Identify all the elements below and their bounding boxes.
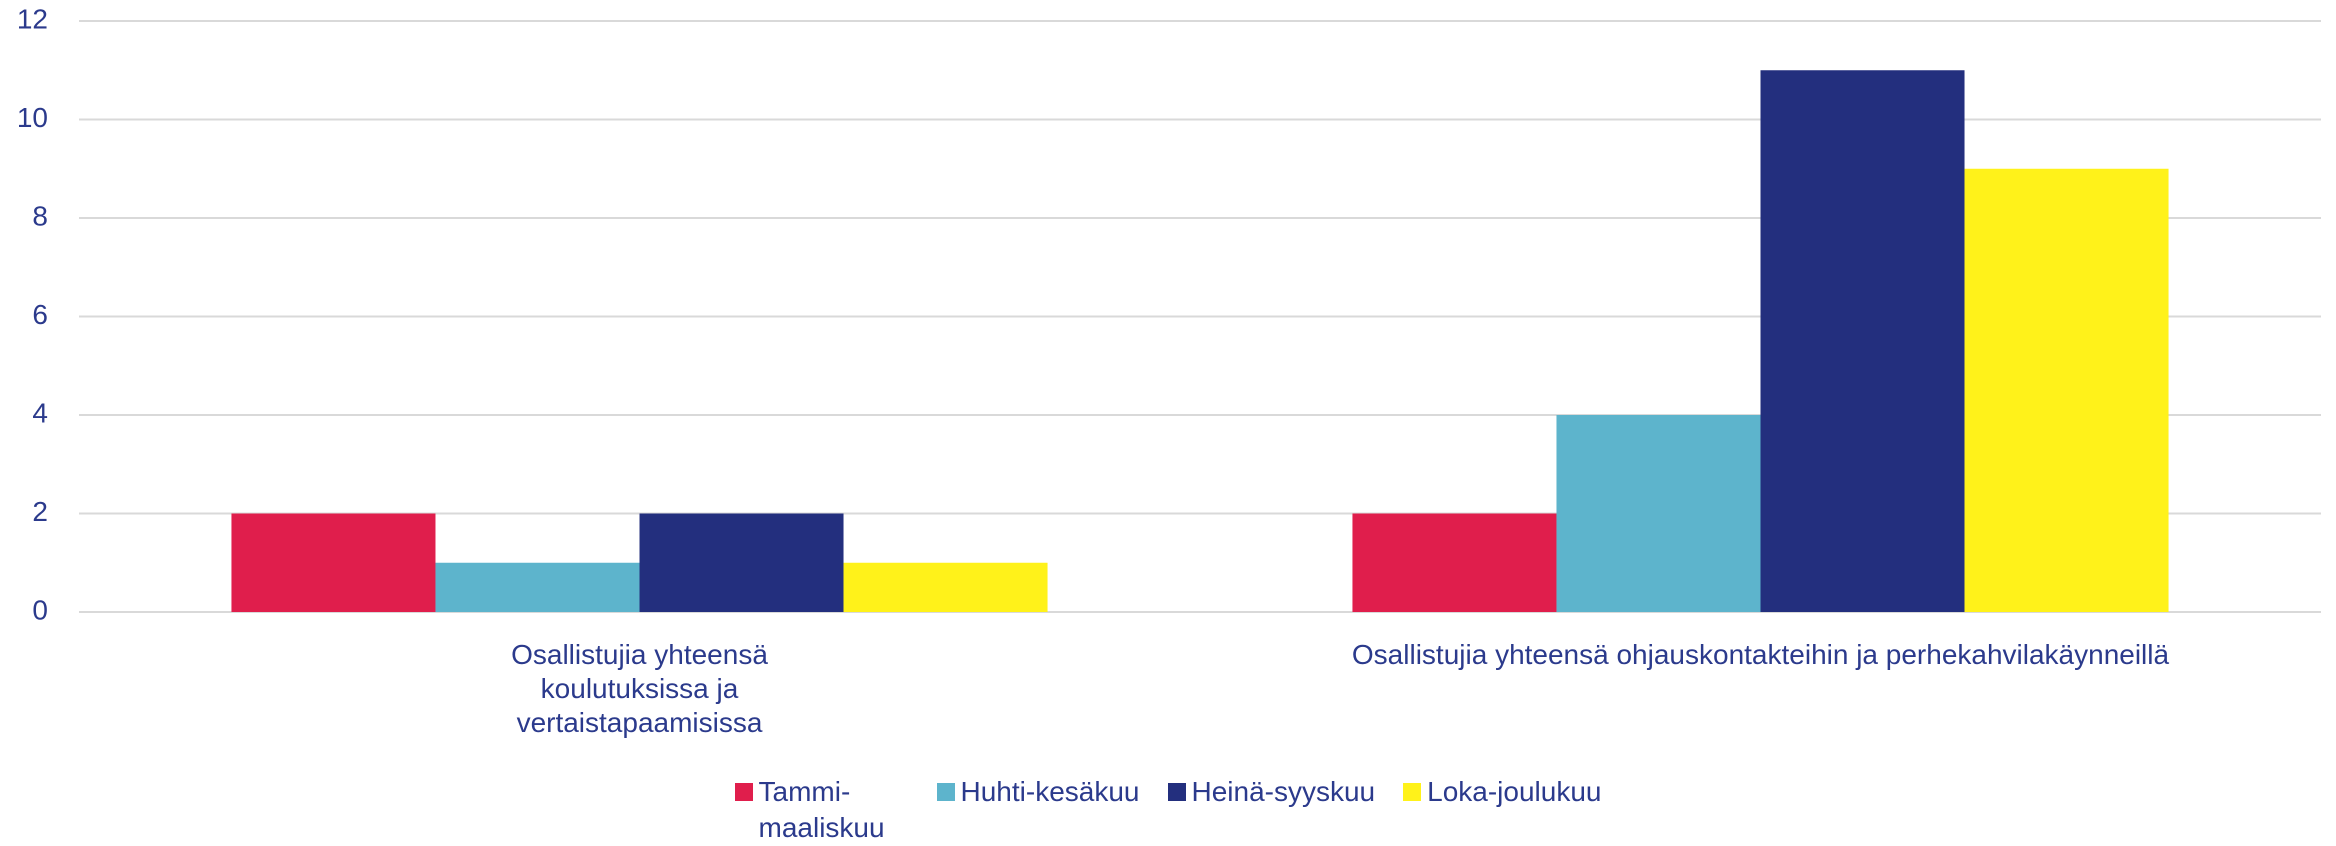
legend-swatch — [734, 783, 753, 801]
bar — [435, 562, 640, 612]
legend: Tammi-maaliskuu Huhti-kesäkuu Heinä-syysku… — [0, 774, 2336, 846]
y-tick-label: 2 — [32, 496, 48, 527]
bar — [1352, 513, 1557, 612]
bar — [1760, 70, 1965, 612]
bar — [231, 513, 436, 612]
legend-label: Heinä-syyskuu — [1191, 776, 1376, 807]
x-tick-label: Osallistujia yhteensä ohjauskontakteihin… — [1351, 639, 2170, 670]
legend-label: Tammi-maaliskuu — [758, 776, 885, 843]
legend-swatch — [1403, 783, 1422, 801]
x-tick-label: Osallistujia yhteensä koulutuksissa ja v… — [511, 639, 768, 738]
y-tick-label: 0 — [32, 594, 48, 625]
legend-swatch — [936, 783, 955, 801]
y-tick-label: 8 — [32, 200, 48, 231]
legend-item: Huhti-kesäkuu — [936, 774, 1140, 846]
bar — [1556, 415, 1761, 612]
legend-swatch — [1167, 783, 1186, 801]
y-tick-label: 10 — [17, 102, 48, 133]
bar — [639, 513, 844, 612]
legend-label: Loka-joulukuu — [1427, 776, 1602, 807]
y-tick-label: 12 — [17, 3, 48, 34]
bar — [1964, 168, 2169, 612]
legend-label: Huhti-kesäkuu — [960, 776, 1140, 807]
legend-item: Heinä-syyskuu — [1167, 774, 1376, 846]
legend-item: Tammi-maaliskuu — [734, 774, 909, 846]
y-tick-label: 4 — [32, 397, 48, 428]
legend-item: Loka-joulukuu — [1403, 774, 1601, 846]
bar — [843, 562, 1048, 612]
y-tick-label: 6 — [32, 299, 48, 330]
